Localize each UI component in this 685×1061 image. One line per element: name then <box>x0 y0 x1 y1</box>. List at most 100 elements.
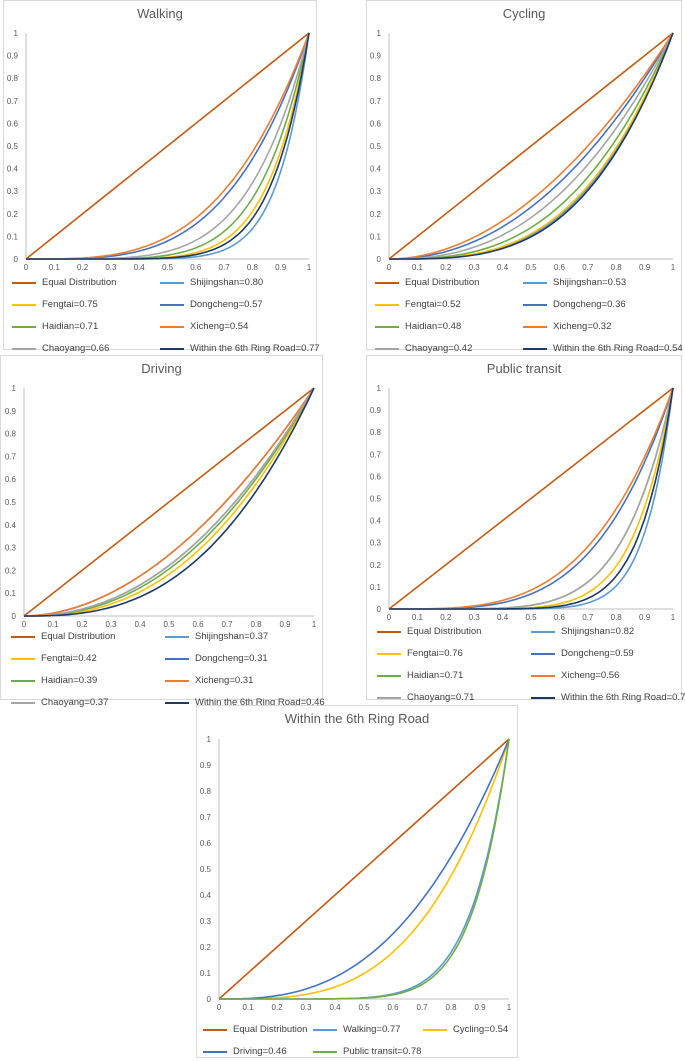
legend-label: Chaoyang=0.66 <box>42 343 110 354</box>
x-tick-label: 0.6 <box>192 620 204 629</box>
legend-label: Equal Distribution <box>42 277 117 288</box>
x-tick-label: 0 <box>217 1003 222 1012</box>
chart-title: Public transit <box>486 361 562 376</box>
y-tick-label: 0.4 <box>7 165 19 174</box>
y-tick-label: 1 <box>377 29 382 38</box>
series-line-equal-distribution <box>218 738 510 1000</box>
legend-label: Haidian=0.48 <box>405 321 462 332</box>
y-tick-label: 1 <box>377 384 382 393</box>
legend-item-dongcheng: Dongcheng=0.59 <box>531 648 634 659</box>
legend-label: Equal Distribution <box>41 631 116 642</box>
x-tick-label: 0.7 <box>582 613 594 622</box>
x-tick-label: 0.7 <box>219 263 231 272</box>
legend-label: Xicheng=0.31 <box>195 675 254 686</box>
legend-label: Fengtai=0.42 <box>41 653 97 664</box>
y-tick-label: 0.5 <box>5 498 17 507</box>
plot-area: 0 0.1 0.2 0.3 0.4 0.5 0.6 0.7 0.8 0.9 1 0 0.1 0.2 0.3 0… <box>5 384 317 629</box>
y-tick-label: 0.4 <box>370 517 382 526</box>
y-tick-label: 0 <box>207 995 212 1004</box>
y-tick-label: 0.5 <box>370 142 382 151</box>
y-tick-label: 0.2 <box>7 210 19 219</box>
legend-swatch <box>11 679 35 682</box>
legend-item-haidian: Haidian=0.71 <box>12 321 98 332</box>
y-tick-label: 0.5 <box>370 495 382 504</box>
series-line-equal-distribution <box>388 32 674 260</box>
y-tick-label: 0.3 <box>370 539 382 548</box>
legend-swatch <box>375 325 399 328</box>
legend-item-cycling: Cycling=0.54 <box>423 1024 508 1035</box>
x-tick-label: 0.9 <box>639 613 651 622</box>
legend-label: Driving=0.46 <box>233 1046 287 1057</box>
legend-swatch <box>203 1028 227 1031</box>
legend-label: Chaoyang=0.42 <box>405 343 473 354</box>
chart-title: Within the 6th Ring Road <box>284 711 430 726</box>
y-tick-label: 0.1 <box>370 232 382 241</box>
series-line-within-the-6th-ring-road <box>389 387 674 610</box>
legend-swatch <box>523 325 547 328</box>
y-tick-label: 0.2 <box>370 561 382 570</box>
x-tick-label: 0.8 <box>250 620 262 629</box>
x-tick-label: 0.1 <box>412 263 424 272</box>
x-tick-label: 0.2 <box>76 620 88 629</box>
legend-swatch <box>523 347 547 350</box>
legend-item-fengtai: Fengtai=0.75 <box>12 299 98 310</box>
series-line-equal-distribution <box>25 32 310 260</box>
y-tick-label: 0.7 <box>370 450 382 459</box>
series-line-xicheng <box>389 32 674 260</box>
x-tick-label: 0.2 <box>271 1003 283 1012</box>
legend-swatch <box>531 696 555 699</box>
legend-item-within-the-6th-ring-road: Within the 6th Ring Road=0.79 <box>531 692 685 703</box>
legend-item-xicheng: Xicheng=0.32 <box>523 321 611 332</box>
y-tick-label: 0.9 <box>370 52 382 61</box>
x-tick-label: 0.7 <box>416 1003 428 1012</box>
y-tick-label: 0.3 <box>5 544 17 553</box>
legend-item-shijingshan: Shijingshan=0.82 <box>531 626 634 637</box>
legend-item-dongcheng: Dongcheng=0.57 <box>160 299 263 310</box>
legend-item-fengtai: Fengtai=0.42 <box>11 653 97 664</box>
legend-swatch <box>160 303 184 306</box>
legend-swatch <box>11 701 35 704</box>
legend-label: Fengtai=0.75 <box>42 299 98 310</box>
x-tick-label: 0.3 <box>105 263 117 272</box>
x-tick-label: 0.1 <box>242 1003 254 1012</box>
y-tick-label: 0.9 <box>7 52 19 61</box>
series-line-equal-distribution <box>23 387 315 617</box>
legend-label: Chaoyang=0.37 <box>41 697 109 708</box>
legend-item-equal-distribution: Equal Distribution <box>377 626 481 637</box>
legend-swatch <box>531 652 555 655</box>
legend-item-within-the-6th-ring-road: Within the 6th Ring Road=0.46 <box>165 697 325 708</box>
y-tick-label: 1 <box>12 384 17 393</box>
x-tick-label: 0.3 <box>105 620 117 629</box>
legend-item-walking: Walking=0.77 <box>313 1024 400 1035</box>
legend-label: Cycling=0.54 <box>453 1024 509 1035</box>
y-tick-label: 0.3 <box>200 917 212 926</box>
x-tick-label: 1 <box>671 613 676 622</box>
x-tick-label: 0.3 <box>300 1003 312 1012</box>
x-tick-label: 0.9 <box>275 263 287 272</box>
series-line-public-transit <box>219 738 510 1000</box>
legend-swatch <box>11 657 35 660</box>
x-tick-label: 0.6 <box>190 263 202 272</box>
x-tick-label: 0.8 <box>611 263 623 272</box>
y-tick-label: 0 <box>12 612 17 621</box>
legend-item-shijingshan: Shijingshan=0.37 <box>165 631 268 642</box>
legend-item-within-the-6th-ring-road: Within the 6th Ring Road=0.77 <box>160 343 320 354</box>
x-tick-label: 1 <box>671 263 676 272</box>
legend-label: Dongcheng=0.36 <box>553 299 626 310</box>
legend-swatch <box>165 657 189 660</box>
x-tick-label: 0.8 <box>445 1003 457 1012</box>
x-tick-label: 0.5 <box>525 263 537 272</box>
legend-item-haidian: Haidian=0.48 <box>375 321 461 332</box>
plot-area: 0 0.1 0.2 0.3 0.4 0.5 0.6 0.7 0.8 0.9 1 0 0.1 0.2 0.3 0… <box>200 735 512 1012</box>
x-tick-label: 0.7 <box>582 263 594 272</box>
y-tick-label: 0.1 <box>370 583 382 592</box>
series-line-haidian <box>389 32 674 260</box>
y-tick-label: 0 <box>377 255 382 264</box>
x-tick-label: 0 <box>387 263 392 272</box>
legend-item-chaoyang: Chaoyang=0.37 <box>11 697 108 708</box>
series-line-driving <box>219 738 510 1000</box>
legend-swatch <box>160 347 184 350</box>
legend-label: Equal Distribution <box>407 626 482 637</box>
x-tick-label: 0.9 <box>474 1003 486 1012</box>
x-tick-label: 1 <box>507 1003 512 1012</box>
